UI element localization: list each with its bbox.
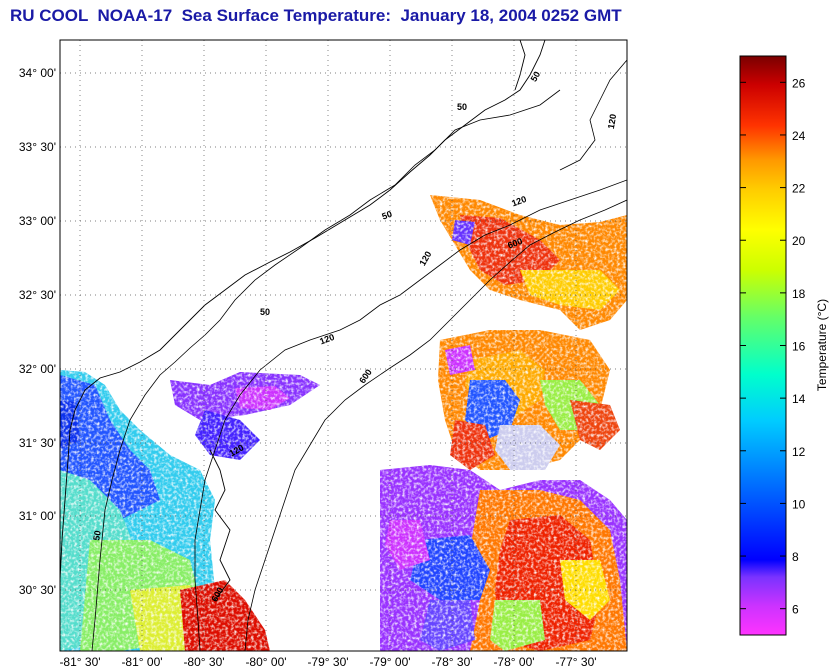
colorbar <box>739 55 787 636</box>
lon-tick-label: -79° 00' <box>369 655 410 669</box>
lon-tick-label: -80° 00' <box>245 655 286 669</box>
colorbar-tick-label: 14 <box>792 392 806 406</box>
colorbar-tick-label: 10 <box>792 497 806 511</box>
contour-lines <box>60 40 627 651</box>
contour-label: 120 <box>606 113 618 130</box>
colorbar-ticks: 26 24 22 20 18 16 14 12 10 8 6 <box>740 76 806 617</box>
map-title: RU COOL NOAA-17 Sea Surface Temperature:… <box>10 6 622 25</box>
latitude-labels: 34° 00' 33° 30' 33° 00' 32° 30' 32° 00' 31° 3… <box>19 66 56 597</box>
colorbar-tick-label: 6 <box>792 603 799 617</box>
lat-tick-label: 33° 30' <box>19 140 56 154</box>
lat-tick-label: 34° 00' <box>19 66 56 80</box>
sst-data-layer <box>60 40 627 651</box>
colorbar-tick-label: 16 <box>792 340 806 354</box>
colorbar-tick-label: 24 <box>792 129 806 143</box>
contour-label: 50 <box>260 307 270 317</box>
lon-tick-label: -80° 30' <box>183 655 224 669</box>
lon-tick-label: -78° 00' <box>493 655 534 669</box>
colorbar-tick-label: 20 <box>792 234 806 248</box>
colorbar-label: Temperature (°C) <box>815 299 829 391</box>
colorbar-tick-label: 12 <box>792 445 806 459</box>
map-border <box>59 39 628 652</box>
contour-label: 120 <box>318 332 336 347</box>
lat-tick-label: 30° 30' <box>19 583 56 597</box>
lat-tick-label: 31° 00' <box>19 509 56 523</box>
colorbar-tick-label: 26 <box>792 76 806 90</box>
lon-tick-label: -77° 30' <box>555 655 596 669</box>
lon-tick-label: -78° 30' <box>431 655 472 669</box>
contour-label: 50 <box>91 530 103 542</box>
graticule <box>60 40 627 651</box>
contour-label: 50 <box>457 102 467 112</box>
contour-label: 120 <box>510 194 528 209</box>
contour-label: 50 <box>381 209 394 222</box>
lat-tick-label: 31° 30' <box>19 436 56 450</box>
lat-tick-label: 32° 00' <box>19 362 56 376</box>
contour-label: 600 <box>506 236 524 251</box>
longitude-labels: -81° 30' -81° 00' -80° 30' -80° 00' -79° 30'… <box>59 655 596 669</box>
colorbar-tick-label: 8 <box>792 550 799 564</box>
lon-tick-label: -81° 30' <box>59 655 100 669</box>
lon-tick-label: -81° 00' <box>121 655 162 669</box>
lat-tick-label: 33° 00' <box>19 214 56 228</box>
lon-tick-label: -79° 30' <box>307 655 348 669</box>
colorbar-tick-label: 18 <box>792 287 806 301</box>
colorbar-tick-label: 22 <box>792 182 806 196</box>
contour-label: 50 <box>529 70 543 84</box>
lat-tick-label: 32° 30' <box>19 288 56 302</box>
